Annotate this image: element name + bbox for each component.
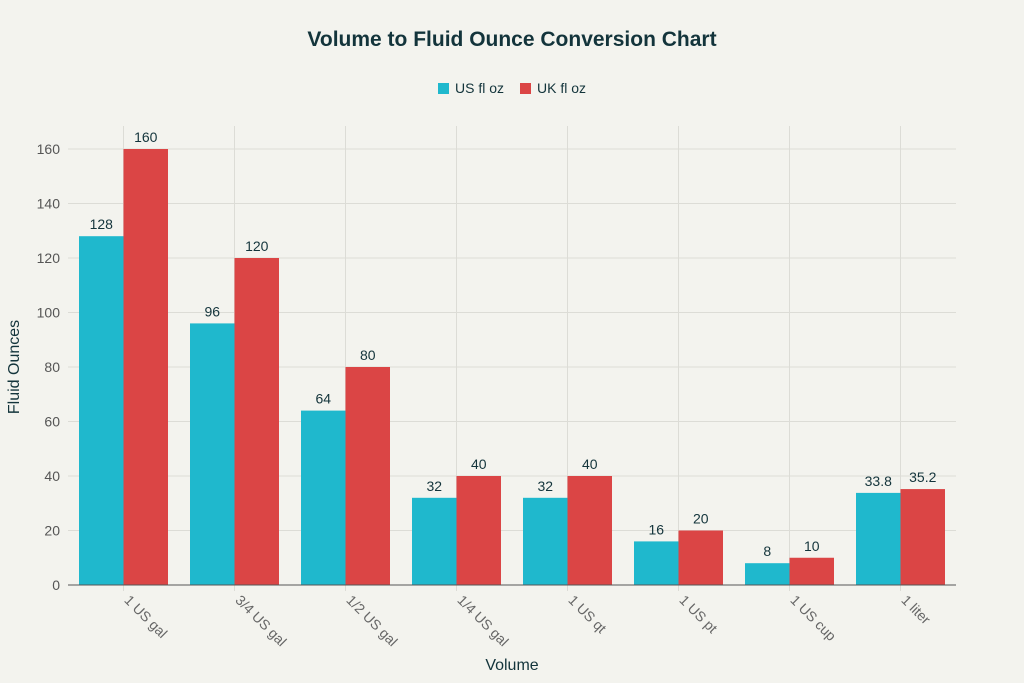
y-tick-label: 60 [44,414,60,430]
y-tick-label: 20 [44,523,60,539]
bar-uk [123,149,168,585]
legend-item-uk[interactable]: UK fl oz [520,80,586,96]
bar-uk [678,530,723,585]
chart-title: Volume to Fluid Ounce Conversion Chart [307,28,717,51]
x-tick-label: 1/2 US gal [343,592,401,650]
legend-swatch-us [437,82,449,94]
data-label: 160 [134,129,158,145]
bar-uk [900,489,945,585]
data-label: 16 [648,521,664,537]
y-tick-label: 140 [37,196,61,212]
data-label: 32 [426,478,442,494]
data-label: 35.2 [909,469,936,485]
data-label: 33.8 [865,473,892,489]
data-label: 96 [204,303,220,319]
y-axis-title: Fluid Ounces [6,320,23,414]
data-label: 32 [537,478,553,494]
bar-uk [345,367,390,585]
data-label: 64 [315,391,331,407]
bar-us [412,497,457,585]
data-label: 120 [245,238,269,254]
x-tick-label: 1 US gal [121,592,170,641]
data-label: 10 [804,538,820,554]
data-label: 128 [90,216,114,232]
bar-us [301,410,346,585]
bar-us [745,563,790,585]
x-tick-label: 1 US pt [676,592,720,636]
data-label: 40 [582,456,598,472]
bar-uk [567,476,612,585]
legend-label-us: US fl oz [454,80,504,96]
x-tick-label: 1 liter [898,592,934,628]
x-tick-label: 1/4 US gal [454,592,512,650]
y-tick-label: 100 [37,305,61,321]
x-tick-label: 1 US cup [787,592,839,644]
data-label: 20 [693,511,709,527]
bar-uk [789,557,834,585]
bar-uk [456,476,501,585]
x-axis-title: Volume [485,657,538,674]
legend: US fl oz UK fl oz [0,80,1024,96]
bar-us [856,492,901,585]
y-tick-label: 80 [44,359,60,375]
bar-us [523,497,568,585]
y-tick-label: 120 [37,250,61,266]
y-tick-label: 160 [37,141,61,157]
bar-uk [234,258,279,585]
legend-item-us[interactable]: US fl oz [437,80,504,96]
data-label: 80 [360,347,376,363]
bar-us [79,236,124,585]
x-tick-label: 3/4 US gal [232,592,290,650]
y-tick-label: 40 [44,468,60,484]
y-tick-label: 0 [52,577,60,593]
legend-label-uk: UK fl oz [537,80,587,96]
bar-us [190,323,235,585]
legend-swatch-uk [520,82,531,94]
data-label: 8 [763,543,771,559]
x-tick-label: 1 US qt [565,592,609,636]
data-label: 40 [471,456,487,472]
bar-us [634,541,679,585]
